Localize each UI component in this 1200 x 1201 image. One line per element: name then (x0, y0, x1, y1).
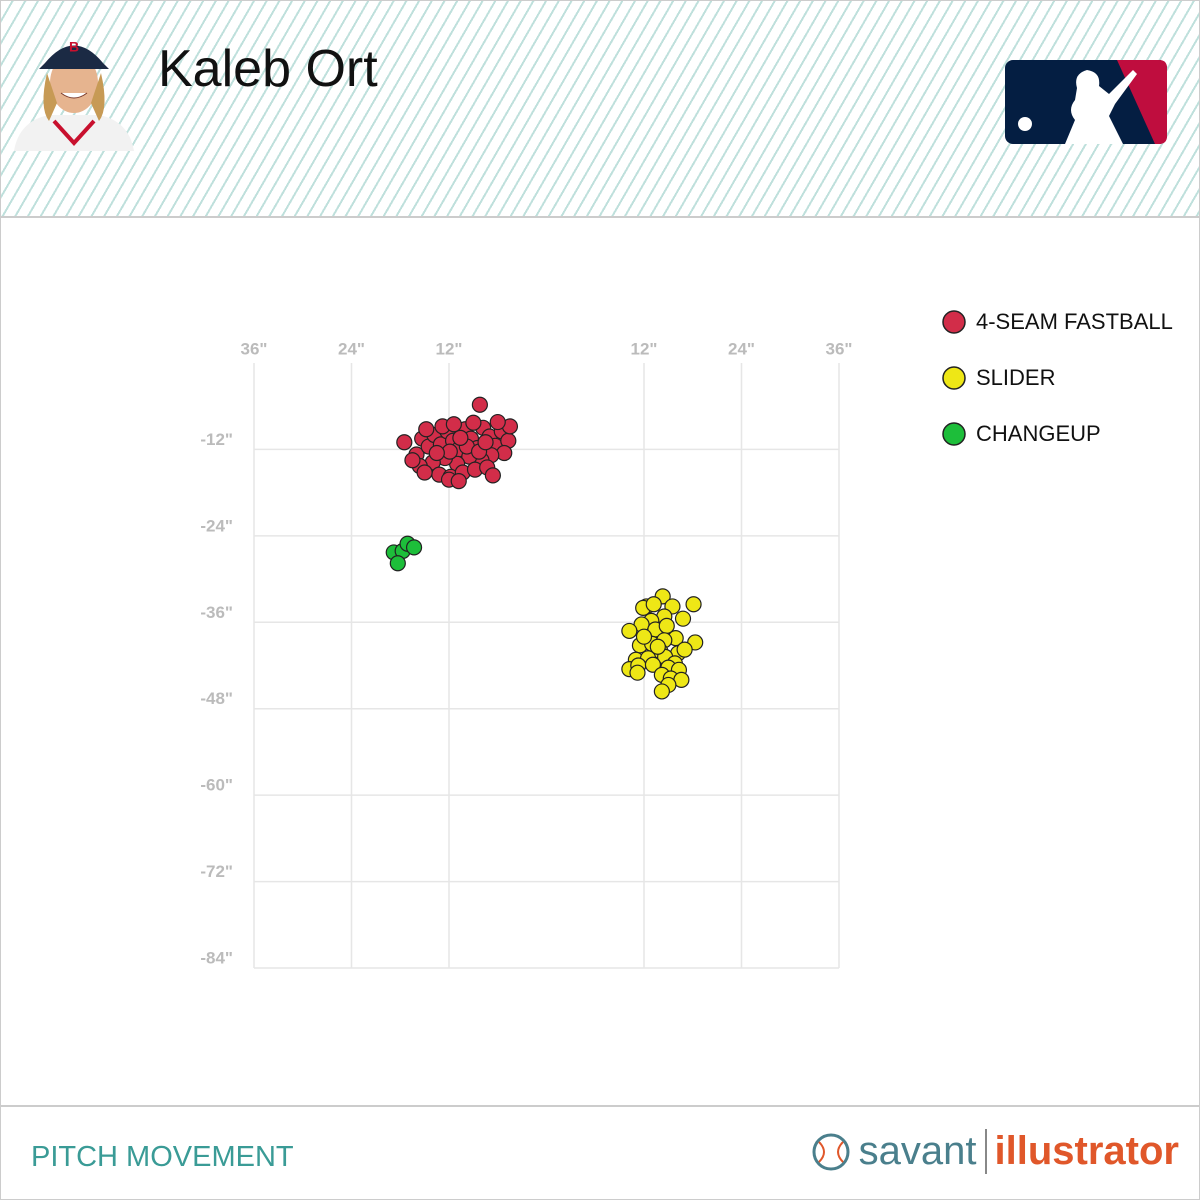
footer-title: PITCH MOVEMENT (31, 1141, 294, 1173)
pitch-point (635, 628, 653, 645)
pitch-point (645, 596, 662, 613)
pitch-point (445, 416, 462, 433)
legend-swatch (942, 422, 966, 446)
pitch-point (428, 444, 445, 462)
pitch-point (450, 473, 467, 490)
brand-ball (812, 1133, 850, 1170)
x-tick-label: 24" (338, 339, 365, 358)
x-tick-label: 12" (631, 339, 658, 358)
y-tick-label: -12" (200, 430, 233, 449)
brand-savant: savant (859, 1129, 987, 1174)
pitch-point (396, 434, 413, 451)
x-tick-label: 12" (436, 339, 463, 358)
x-tick-label: 36" (241, 339, 268, 358)
pitch-point (477, 434, 494, 451)
pitch-point (389, 555, 406, 572)
pitch-point (644, 656, 662, 673)
x-tick-label: 24" (728, 339, 755, 358)
pitch-point (629, 664, 646, 681)
brand-illustrator: illustrator (994, 1129, 1179, 1173)
pitch-point (653, 683, 670, 700)
legend-swatch (942, 310, 966, 334)
pitch-point (676, 641, 693, 658)
legend-label: 4-SEAM FASTBALL (976, 309, 1173, 334)
footer: PITCH MOVEMENT savant illustrator (1, 1105, 1199, 1201)
pitch-point (484, 467, 501, 484)
pitch-point (685, 596, 702, 613)
x-tick-label: 36" (826, 339, 853, 358)
player-name: Kaleb Ort (158, 40, 378, 98)
header: B Kaleb Ort (1, 1, 1199, 218)
legend-swatch (942, 366, 966, 390)
y-tick-label: -36" (200, 603, 233, 622)
y-tick-label: -24" (200, 516, 233, 535)
y-tick-label: -48" (200, 689, 233, 708)
player-photo: B (14, 39, 134, 151)
pitch-point (418, 421, 435, 438)
legend-label: CHANGEUP (976, 421, 1101, 446)
pitch-point (465, 414, 482, 431)
mlb-logo (1005, 60, 1167, 144)
pitch-point (489, 413, 506, 431)
y-tick-label: -60" (200, 776, 233, 795)
pitch-point (404, 452, 421, 469)
brand: savant illustrator (811, 1129, 1179, 1174)
svg-text:B: B (69, 39, 79, 55)
pitch-point (416, 464, 433, 481)
pitch-point (452, 429, 469, 447)
pitch-point (674, 610, 692, 627)
chart: 36" 24" 12" 12" 24" 36" -12" -24" -36" -48" -60" -7… (200, 309, 1173, 969)
legend-label: SLIDER (976, 365, 1055, 390)
pitch-point (621, 622, 638, 640)
y-tick-label: -72" (200, 862, 233, 881)
pitch-point (405, 539, 423, 556)
y-tick-label: -84" (200, 948, 233, 967)
pitch-point (471, 396, 488, 413)
pitch-point (649, 638, 666, 655)
